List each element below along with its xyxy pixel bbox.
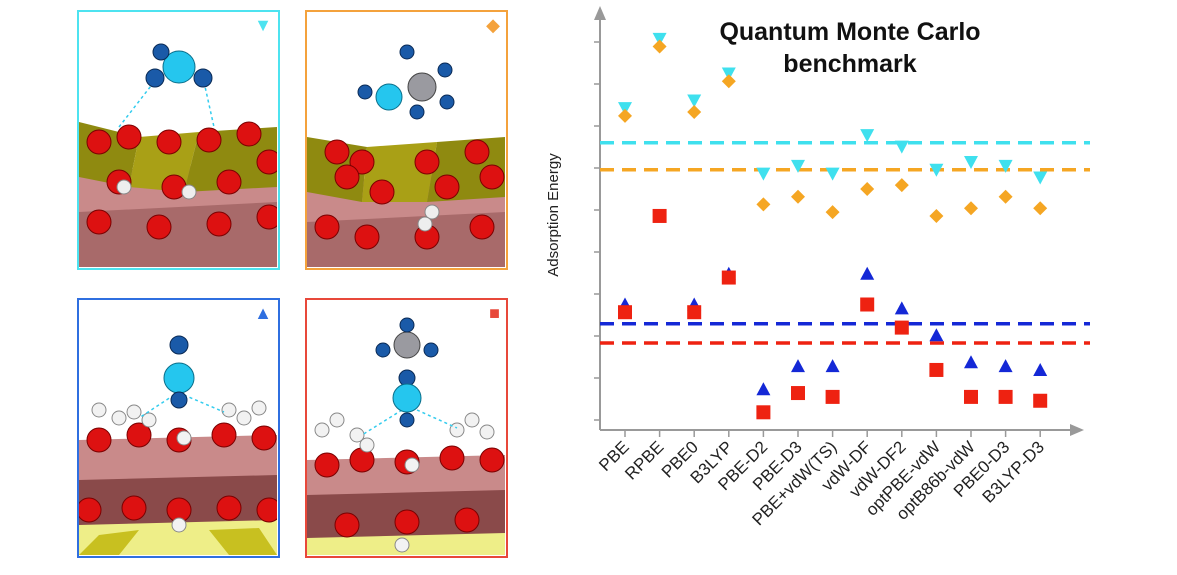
red-square-point-PBE0 [687, 305, 702, 320]
structure-panel-blue: ▲ [77, 298, 280, 558]
red-square-point-vdW-DF [860, 297, 875, 312]
red-square-point-B3LYP-D3 [1033, 393, 1048, 408]
blue-triangle-up-point-PBE-D3 [791, 359, 805, 373]
red-square-point-PBE+vdW(TS) [825, 389, 840, 404]
cyan-triangle-down-point-optB86b-vdW [964, 156, 978, 170]
structure-panel-red: ■ [305, 298, 508, 558]
red-square-point-optPBE-vdW [929, 362, 944, 377]
red-square-point-PBE-D2 [756, 405, 771, 420]
red-square-point-PBE-D3 [791, 386, 805, 401]
blue-triangle-up-point-PBE-D2 [756, 382, 771, 396]
chart-data-points [618, 32, 1048, 420]
cyan-triangle-down-point-PBE0-D3 [998, 159, 1013, 173]
cyan-triangle-down-point-PBE-D3 [791, 159, 805, 173]
red-square-point-optB86b-vdW [964, 389, 978, 404]
structure-panel-cyan: ▼ [77, 10, 280, 270]
cyan-triangle-down-point-RPBE [652, 32, 667, 46]
panel-marker-blue: ▲ [254, 303, 272, 323]
structure-illustration-red [307, 300, 505, 555]
blue-triangle-up-point-optB86b-vdW [964, 355, 978, 369]
x-tick-labels: PBERPBEPBE0B3LYPPBE-D2PBE-D3PBE+vdW(TS)v… [595, 437, 1048, 529]
blue-triangle-up-point-vdW-DF2 [894, 301, 909, 315]
structure-illustration-blue [79, 300, 277, 555]
blue-triangle-up-point-PBE+vdW(TS) [825, 359, 840, 373]
blue-triangle-up-point-PBE0-D3 [998, 359, 1013, 373]
structure-panel-orange: ◆ [305, 10, 508, 270]
cyan-triangle-down-point-vdW-DF2 [894, 140, 909, 154]
panel-marker-red: ■ [489, 303, 500, 323]
red-square-point-B3LYP [721, 270, 736, 285]
red-square-point-vdW-DF2 [894, 320, 909, 335]
cyan-triangle-down-point-B3LYP [721, 67, 736, 81]
red-square-point-RPBE [652, 208, 667, 223]
y-axis-arrow [594, 6, 606, 20]
cyan-triangle-down-point-vdW-DF [860, 129, 875, 143]
red-square-point-PBE [618, 305, 632, 320]
qmc-reference-lines [600, 141, 1090, 345]
y-axis-label: Adsorption Energy [545, 153, 562, 277]
panel-marker-orange: ◆ [486, 15, 500, 35]
structure-illustration-cyan [79, 12, 277, 267]
orange-diamond-point-B3LYP-D3 [1033, 201, 1048, 216]
blue-triangle-up-point-B3LYP-D3 [1033, 362, 1048, 376]
orange-diamond-point-PBE0-D3 [998, 189, 1013, 204]
panel-marker-cyan: ▼ [254, 15, 272, 35]
adsorption-energy-chart: PBERPBEPBE0B3LYPPBE-D2PBE-D3PBE+vdW(TS)v… [545, 6, 1090, 529]
orange-diamond-point-optPBE-vdW [929, 208, 944, 223]
orange-diamond-point-B3LYP [721, 74, 736, 89]
orange-diamond-point-PBE [618, 108, 632, 123]
blue-triangle-up-point-optPBE-vdW [929, 328, 944, 342]
orange-diamond-point-PBE-D3 [791, 189, 805, 204]
chart-title-line-2: benchmark [783, 50, 916, 78]
cyan-triangle-down-point-PBE+vdW(TS) [825, 167, 840, 181]
red-square-point-PBE0-D3 [998, 389, 1013, 404]
orange-diamond-point-RPBE [652, 39, 667, 54]
x-axis-arrow [1070, 424, 1084, 436]
orange-diamond-point-optB86b-vdW [964, 201, 978, 216]
cyan-triangle-down-point-PBE0 [687, 94, 702, 108]
orange-diamond-point-vdW-DF2 [894, 178, 909, 193]
cyan-triangle-down-point-B3LYP-D3 [1033, 171, 1048, 185]
orange-diamond-point-vdW-DF [860, 182, 875, 196]
orange-diamond-point-PBE+vdW(TS) [825, 205, 840, 220]
chart-title-line-1: Quantum Monte Carlo [719, 18, 980, 46]
blue-triangle-up-point-vdW-DF [860, 266, 875, 280]
cyan-triangle-down-point-optPBE-vdW [929, 163, 944, 177]
cyan-triangle-down-point-PBE-D2 [756, 167, 771, 181]
orange-diamond-point-PBE0 [687, 105, 702, 119]
cyan-triangle-down-point-PBE [618, 102, 632, 116]
orange-diamond-point-PBE-D2 [756, 197, 771, 212]
structure-illustration-orange [307, 12, 505, 267]
x-tick-label-RPBE: RPBE [621, 437, 667, 483]
chart-axes [594, 6, 1084, 437]
